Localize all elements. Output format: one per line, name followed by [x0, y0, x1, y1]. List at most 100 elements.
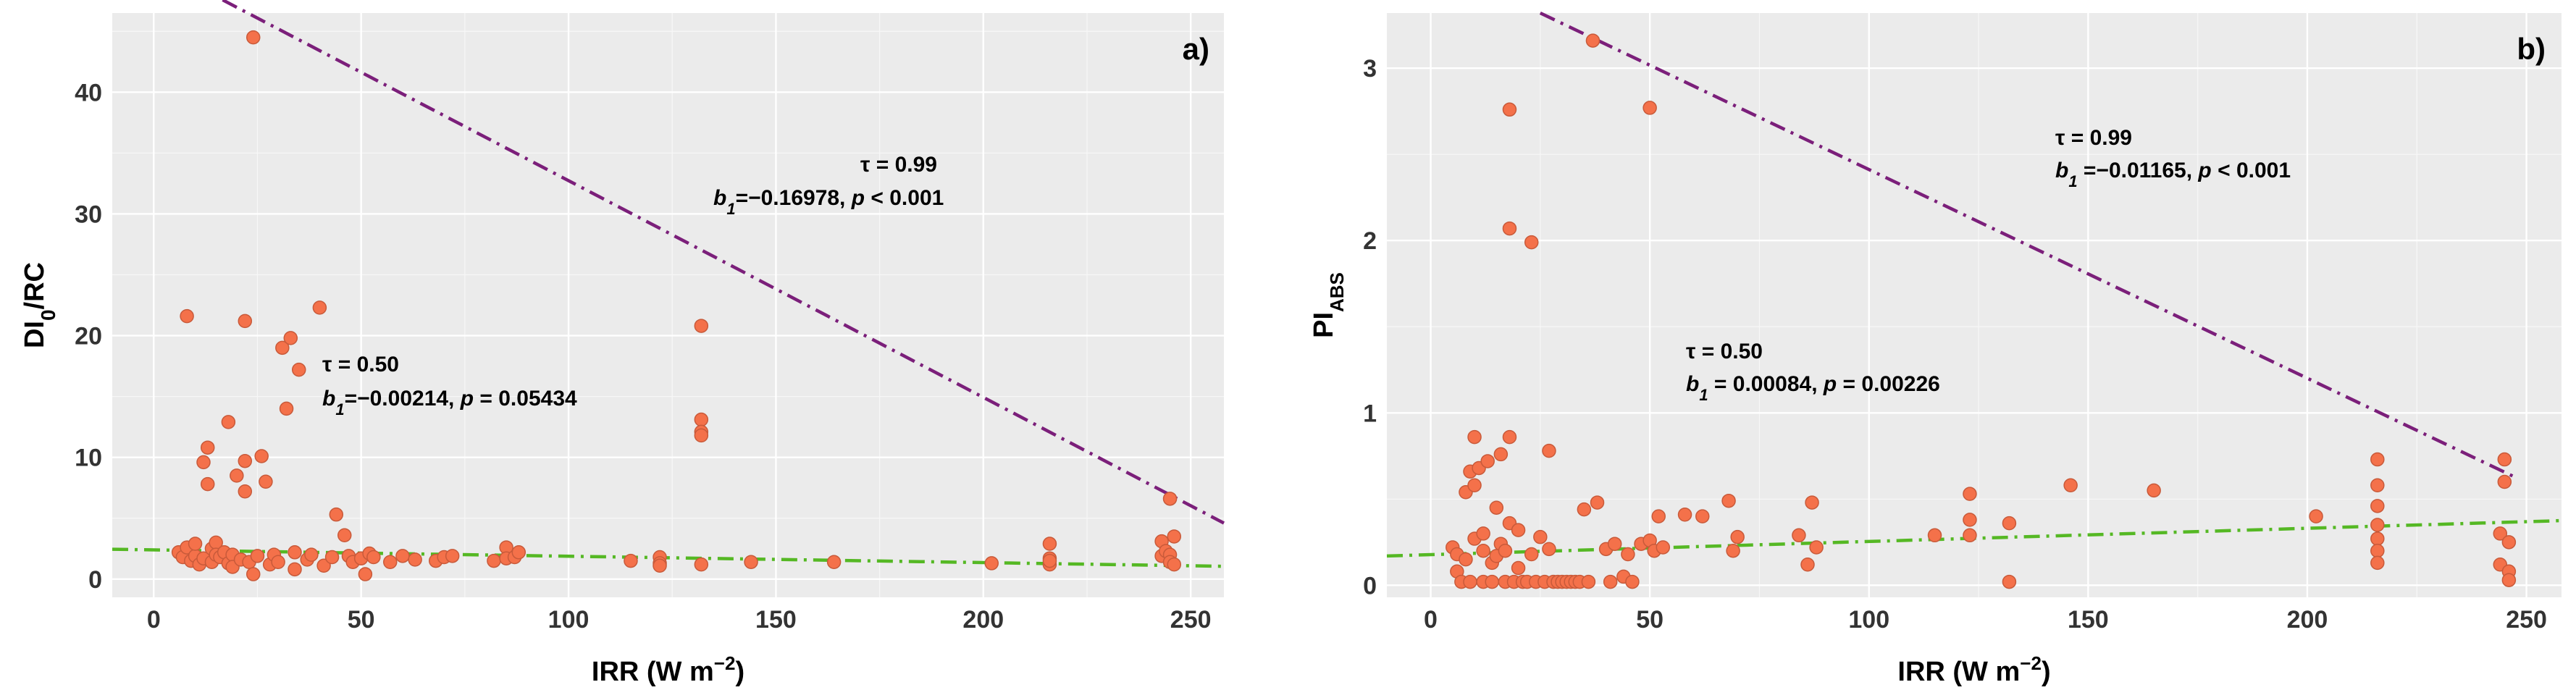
data-point: [275, 340, 290, 355]
data-point: [2370, 518, 2385, 532]
y-axis-label: PIABS: [1309, 272, 1348, 338]
data-point: [200, 476, 215, 492]
data-point: [2370, 555, 2385, 571]
data-point: [1467, 429, 1482, 445]
panel-label: a): [1183, 32, 1209, 66]
y-tick-label: 1: [1363, 400, 1377, 427]
x-tick-label: 100: [548, 606, 590, 634]
data-points: [1446, 33, 2517, 589]
data-point: [1533, 529, 1548, 544]
data-point: [1498, 543, 1513, 558]
y-tick-label: 0: [88, 566, 102, 594]
data-point: [324, 550, 340, 565]
tau-099-label: τ = 0.99: [2055, 126, 2132, 150]
data-point: [511, 545, 526, 560]
panel-label: b): [2517, 32, 2546, 66]
data-point: [1459, 552, 1473, 567]
x-tick-label: 150: [2068, 606, 2109, 634]
x-tick-label: 50: [1636, 606, 1664, 634]
data-point: [383, 555, 398, 569]
y-tick-label: 30: [75, 201, 102, 228]
data-point: [238, 453, 253, 468]
data-point: [694, 412, 709, 427]
data-point: [238, 314, 253, 329]
data-point: [312, 300, 327, 315]
data-point: [1467, 478, 1482, 493]
panel-a: 0 50 100 150 200 250 0 10 20 30 40 a) DI0/RC IRR (…: [20, 0, 1225, 687]
data-point: [2501, 535, 2517, 550]
data-point: [337, 528, 352, 543]
tau-099-line: [219, 0, 1225, 525]
data-point: [2497, 474, 2512, 489]
data-point: [1577, 502, 1592, 517]
x-tick-label: 150: [755, 606, 797, 634]
x-tick-label: 250: [2506, 606, 2547, 634]
data-point: [304, 547, 319, 562]
data-point: [316, 558, 331, 573]
data-point: [624, 553, 638, 568]
data-point: [238, 484, 253, 499]
grid: [1387, 13, 2562, 597]
data-point: [283, 331, 298, 345]
data-point: [230, 468, 244, 483]
data-point: [2002, 574, 2017, 589]
tick-labels: 0 50 100 150 200 250 0 1 2 3: [1363, 55, 2547, 634]
panel-b: 0 50 100 150 200 250 0 1 2 3 b) PIABS IRR (W m−2)…: [1309, 11, 2562, 687]
data-point: [221, 415, 236, 429]
data-point: [1963, 487, 1977, 501]
data-point: [2370, 452, 2385, 467]
data-point: [744, 555, 758, 569]
data-point: [1463, 574, 1477, 589]
data-point: [984, 556, 999, 571]
data-point: [2370, 499, 2385, 513]
data-point: [246, 567, 261, 581]
data-point: [180, 308, 194, 324]
data-point: [1625, 574, 1640, 589]
data-point: [2370, 478, 2385, 493]
data-point: [694, 319, 709, 333]
data-point: [694, 428, 709, 443]
data-point: [487, 553, 501, 568]
x-tick-label: 250: [1170, 606, 1212, 634]
data-point: [1963, 528, 1977, 543]
data-point: [1489, 500, 1504, 515]
y-tick-label: 3: [1363, 55, 1377, 83]
data-point: [1607, 537, 1622, 551]
data-point: [395, 549, 410, 563]
plot-background: [1387, 13, 2562, 597]
data-point: [1502, 102, 1517, 117]
data-point: [271, 555, 285, 569]
data-point: [1476, 526, 1490, 541]
data-point: [1542, 443, 1556, 458]
data-point: [826, 555, 842, 569]
data-point: [2370, 543, 2385, 558]
tau-050-coefficients: b1=−0.00214, p = 0.05434: [322, 387, 577, 418]
data-point: [1511, 560, 1526, 576]
data-point: [1581, 574, 1596, 589]
data-point: [1730, 529, 1745, 544]
x-tick-label: 0: [147, 606, 161, 634]
data-point: [2147, 483, 2161, 498]
x-axis-label: IRR (W m−2): [592, 652, 744, 687]
data-point: [1792, 528, 1806, 543]
data-point: [259, 474, 273, 489]
data-point: [329, 507, 344, 522]
data-point: [1511, 523, 1526, 537]
x-tick-label: 200: [2287, 606, 2328, 634]
data-point: [1621, 547, 1635, 562]
data-point: [200, 440, 215, 455]
data-point: [1726, 543, 1740, 558]
tau-050-coefficients: b1 = 0.00084, p = 0.00226: [1686, 372, 1940, 404]
data-point: [1927, 528, 1942, 543]
data-point: [694, 557, 709, 572]
data-point: [288, 562, 302, 577]
data-point: [1642, 101, 1657, 115]
data-point: [1502, 221, 1517, 236]
data-point: [2002, 516, 2017, 531]
x-tick-label: 200: [962, 606, 1004, 634]
data-point: [1524, 547, 1539, 562]
data-point: [1809, 540, 1824, 555]
data-point: [2063, 478, 2078, 493]
data-point: [1485, 574, 1500, 589]
